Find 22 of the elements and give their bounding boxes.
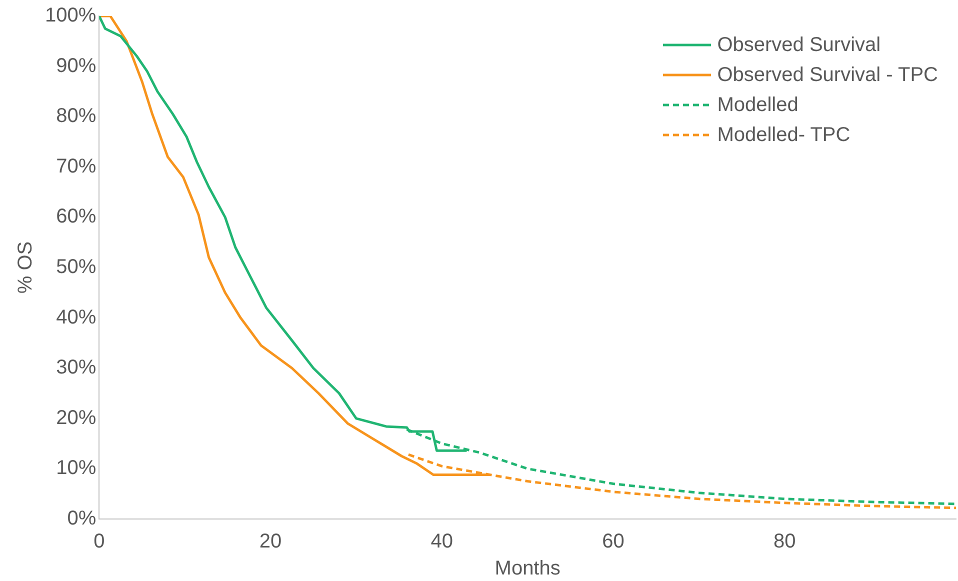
y-tick-label: 60%: [56, 206, 96, 228]
y-tick-label: 100%: [44, 4, 96, 27]
x-tick-label: 0: [94, 530, 105, 553]
y-tick-label: 30%: [56, 356, 96, 379]
x-tick-label: 20: [259, 530, 282, 553]
y-axis-title: % OS: [14, 241, 37, 294]
x-tick-label: 40: [430, 530, 454, 553]
y-tick-label: 10%: [56, 457, 96, 480]
y-tick-label: 70%: [56, 155, 96, 178]
x-tick-label: 80: [774, 530, 796, 553]
legend-label: Observed Survival - TPC: [717, 64, 938, 86]
legend-label: Modelled- TPC: [717, 124, 850, 146]
x-tick-label: 60: [602, 530, 624, 553]
y-tick-label: 90%: [56, 54, 96, 77]
legend-label: Modelled: [717, 94, 798, 116]
y-tick-label: 40%: [56, 306, 96, 328]
y-tick-label: 0%: [67, 508, 96, 530]
y-tick-label: 20%: [56, 406, 96, 429]
y-tick-label: 80%: [56, 105, 96, 128]
x-axis-title: Months: [494, 558, 560, 580]
y-tick-label: 50%: [56, 256, 96, 278]
legend-label: Observed Survival: [717, 34, 881, 56]
